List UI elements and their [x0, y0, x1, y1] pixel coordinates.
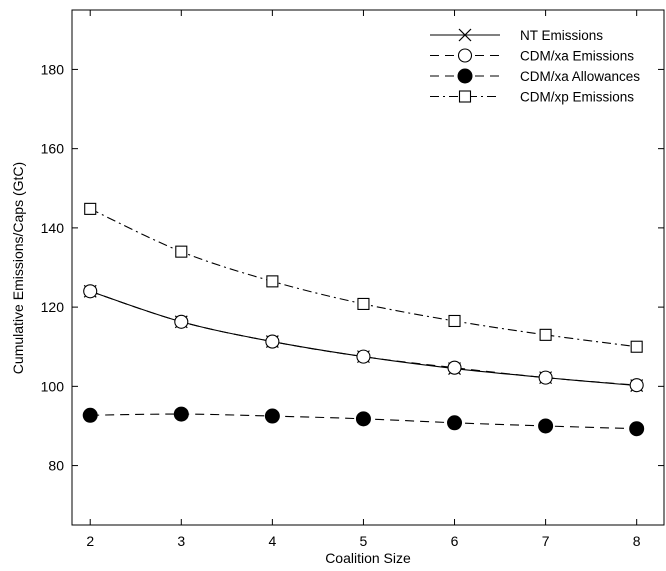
x-tick-label: 8: [633, 533, 641, 549]
circle-filled-marker: [538, 418, 554, 434]
circle-open-marker: [629, 378, 644, 393]
legend-label: CDM/xa Allowances: [520, 69, 640, 84]
y-tick-label: 140: [41, 220, 65, 236]
legend-entry: CDM/xp Emissions: [430, 90, 634, 105]
x-tick-label: 6: [451, 533, 459, 549]
x-tick-label: 7: [542, 533, 550, 549]
circle-filled-marker: [629, 421, 645, 437]
x-tick-label: 2: [86, 533, 94, 549]
legend-label: CDM/xa Emissions: [520, 49, 634, 64]
y-axis-label: Cumulative Emissions/Caps (GtC): [10, 162, 26, 374]
y-tick-label: 160: [41, 141, 65, 157]
y-tick-label: 120: [41, 299, 65, 315]
circle-open-marker: [174, 314, 189, 329]
y-tick-label: 100: [41, 378, 65, 394]
legend-entry: CDM/xa Emissions: [430, 48, 634, 64]
square-marker: [448, 314, 461, 328]
series-3: [84, 202, 643, 353]
square-marker: [630, 340, 643, 353]
circle-open-marker: [538, 370, 553, 385]
square-marker: [357, 297, 370, 310]
legend-entry: CDM/xa Allowances: [430, 68, 640, 84]
x-tick-label: 3: [177, 533, 185, 549]
circle-filled-marker: [457, 68, 473, 84]
square-marker: [84, 202, 97, 215]
square-marker: [266, 275, 279, 288]
x-marker: [458, 28, 472, 42]
circle-filled-marker: [173, 406, 189, 422]
circle-filled-marker: [447, 415, 463, 431]
y-tick-label: 180: [41, 61, 65, 77]
x-tick-label: 5: [360, 533, 368, 549]
series-2: [82, 406, 645, 437]
circle-filled-marker: [82, 407, 98, 423]
circle-open-marker: [83, 284, 98, 299]
y-tick-label: 80: [48, 458, 64, 474]
circle-filled-marker: [264, 408, 280, 424]
axis-ticks: 2 3 4 5 6 7 8 80 100 120 140 160 180: [41, 10, 664, 549]
square-marker: [175, 245, 188, 258]
square-marker: [539, 328, 552, 341]
circle-open-marker: [265, 334, 280, 349]
circle-filled-marker: [355, 411, 371, 427]
series-layer: [82, 202, 645, 437]
circle-open-marker: [447, 360, 462, 375]
series-1: [83, 284, 644, 393]
legend-label: NT Emissions: [520, 28, 603, 43]
legend: NT Emissions CDM/xa Emissions CDM/xa Allow…: [430, 28, 640, 105]
legend-label: CDM/xp Emissions: [520, 90, 634, 105]
plot-area: [71, 9, 665, 526]
x-axis-label: Coalition Size: [325, 550, 411, 566]
circle-open-marker: [457, 48, 473, 63]
circle-open-marker: [356, 349, 371, 364]
square-marker: [458, 90, 472, 103]
legend-entry: NT Emissions: [430, 28, 603, 43]
x-tick-label: 4: [268, 533, 276, 549]
